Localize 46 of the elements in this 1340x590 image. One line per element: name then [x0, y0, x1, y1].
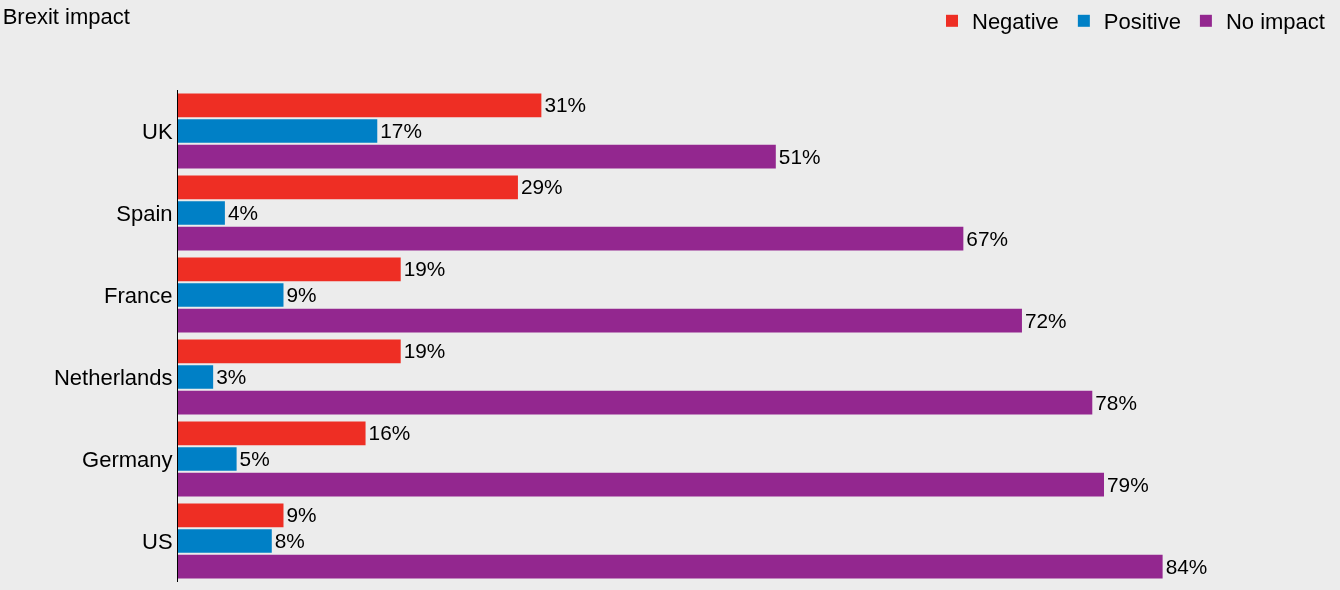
data-label: 29%: [520, 175, 563, 199]
bar: [178, 93, 542, 118]
y-tick-label: US: [142, 528, 173, 554]
data-label: 9%: [286, 503, 317, 527]
y-tick-label: France: [104, 282, 173, 308]
data-label: 67%: [966, 226, 1008, 250]
bar: [178, 144, 776, 169]
data-label: 19%: [403, 257, 446, 281]
data-label: 3%: [216, 365, 247, 389]
data-label: 78%: [1095, 390, 1137, 414]
legend-label: Negative: [972, 9, 1059, 35]
data-label: 84%: [1165, 554, 1208, 578]
bar: [178, 226, 964, 251]
bar: [178, 529, 272, 553]
data-label: 16%: [368, 421, 411, 445]
data-label: 79%: [1107, 472, 1149, 496]
chart-title: Brexit impact: [2, 4, 130, 30]
bar: [178, 175, 518, 200]
bar: [178, 201, 225, 225]
bar: [178, 257, 401, 282]
bar: [178, 308, 1022, 333]
legend-label: No impact: [1225, 9, 1325, 35]
bar: [178, 503, 284, 528]
bar: [178, 554, 1163, 579]
data-label: 51%: [778, 144, 821, 168]
bar: [178, 447, 237, 471]
data-label: 31%: [544, 93, 587, 117]
y-tick-label: UK: [142, 118, 173, 144]
y-tick-label: Germany: [82, 446, 173, 472]
bar: [178, 339, 401, 364]
y-tick-label: Spain: [116, 200, 173, 226]
bar: [178, 365, 214, 389]
legend-label: Positive: [1103, 9, 1181, 35]
y-tick-label: Netherlands: [53, 364, 173, 390]
data-label: 9%: [286, 283, 317, 307]
bar: [178, 119, 378, 143]
bar: [178, 390, 1093, 415]
data-label: 19%: [403, 339, 446, 363]
bar: [178, 472, 1105, 497]
data-label: 5%: [239, 447, 270, 471]
bar: [178, 421, 366, 446]
data-label: 17%: [380, 119, 422, 143]
data-label: 4%: [227, 201, 258, 225]
data-label: 72%: [1024, 308, 1067, 332]
bar: [178, 283, 284, 307]
data-label: 8%: [274, 529, 305, 553]
